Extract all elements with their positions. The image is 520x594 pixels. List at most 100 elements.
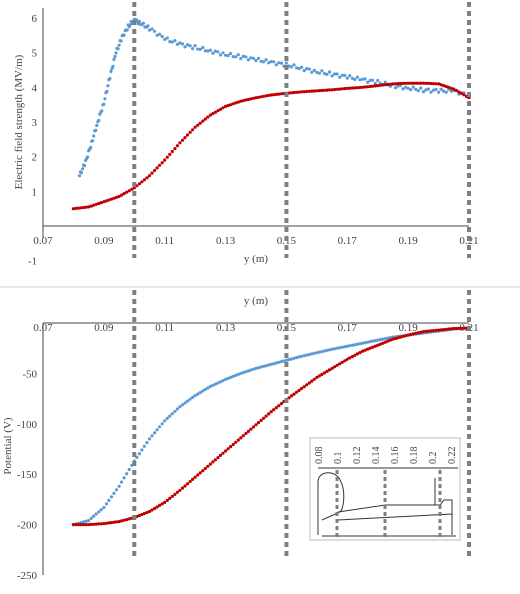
data-point: [333, 365, 337, 369]
inset-tick-label: 0.14: [371, 447, 382, 465]
data-point: [229, 51, 233, 56]
data-point: [180, 138, 185, 142]
data-point: [368, 84, 372, 89]
data-point: [100, 109, 104, 113]
data-point: [173, 492, 177, 496]
data-point: [376, 78, 380, 83]
data-point: [289, 357, 294, 361]
data-point: [300, 65, 304, 69]
data-point: [409, 81, 413, 85]
data-point: [310, 352, 314, 356]
data-point: [77, 174, 82, 178]
data-point: [218, 107, 223, 111]
data-point: [224, 449, 228, 453]
data-point: [191, 47, 195, 51]
data-point: [327, 348, 332, 352]
data-point: [201, 389, 205, 393]
data-point: [431, 82, 436, 86]
data-point: [366, 340, 370, 344]
data-point: [175, 42, 179, 46]
bottom-x-tick-labels: 0.070.090.110.130.150.170.190.21: [33, 322, 478, 334]
data-point: [307, 352, 311, 357]
data-point: [343, 87, 347, 91]
data-point: [92, 514, 96, 518]
data-point: [340, 345, 344, 349]
data-point: [406, 86, 410, 90]
data-point: [82, 523, 86, 527]
data-point: [267, 363, 271, 367]
data-point: [353, 77, 357, 82]
data-point: [353, 353, 357, 357]
data-point: [249, 97, 253, 101]
data-point: [150, 171, 154, 175]
data-point: [431, 329, 436, 333]
data-point: [416, 81, 420, 85]
data-point: [305, 89, 309, 94]
data-point: [120, 519, 124, 523]
data-point: [315, 351, 319, 355]
data-point: [396, 336, 400, 340]
data-point: [350, 355, 354, 359]
y-tick-label: 1: [32, 186, 38, 198]
data-point: [307, 381, 311, 385]
data-point: [218, 453, 223, 457]
data-point: [97, 522, 101, 526]
data-point: [421, 90, 425, 94]
data-point: [366, 85, 370, 89]
data-point: [320, 350, 324, 354]
data-point: [127, 467, 131, 472]
data-point: [360, 85, 365, 89]
data-point: [163, 158, 167, 162]
data-point: [198, 471, 202, 475]
data-point: [125, 190, 129, 194]
data-point: [113, 54, 117, 59]
data-point: [269, 410, 273, 414]
data-point: [221, 451, 225, 455]
data-point: [381, 337, 385, 341]
data-point: [208, 113, 212, 117]
data-point: [116, 47, 120, 51]
x-tick-label: 0.09: [94, 235, 114, 247]
data-point: [213, 110, 217, 114]
data-point: [401, 81, 405, 85]
data-point: [368, 78, 372, 82]
data-point: [302, 90, 306, 94]
data-point: [272, 362, 276, 366]
x-tick-label: 0.13: [216, 322, 236, 334]
data-point: [411, 332, 415, 336]
data-point: [312, 89, 316, 93]
data-point: [125, 472, 129, 476]
data-point: [173, 147, 177, 151]
data-point: [348, 344, 352, 348]
data-point: [358, 78, 362, 82]
data-point: [216, 456, 220, 460]
data-point: [429, 329, 433, 333]
data-point: [180, 403, 185, 407]
data-point: [353, 86, 357, 90]
data-point: [211, 112, 215, 116]
data-point: [355, 352, 359, 356]
data-point: [350, 76, 354, 80]
data-point: [163, 37, 167, 42]
data-point: [125, 28, 129, 32]
data-point: [393, 336, 398, 341]
data-point: [241, 99, 245, 103]
data-point: [173, 409, 177, 413]
data-point: [396, 82, 400, 86]
data-point: [146, 24, 150, 28]
data-point: [262, 416, 266, 420]
inset-tick-label: 0.2: [428, 452, 439, 465]
data-point: [206, 464, 210, 468]
data-point: [305, 353, 309, 357]
data-point: [444, 90, 448, 94]
data-point: [315, 375, 319, 379]
data-point: [317, 350, 321, 354]
top-x-tick-labels: 0.070.090.110.130.150.170.190.21: [33, 235, 478, 247]
data-point: [150, 434, 154, 438]
data-point: [137, 452, 141, 456]
data-point: [279, 92, 283, 96]
data-point: [168, 152, 172, 156]
data-point: [178, 141, 182, 145]
data-point: [437, 328, 441, 332]
